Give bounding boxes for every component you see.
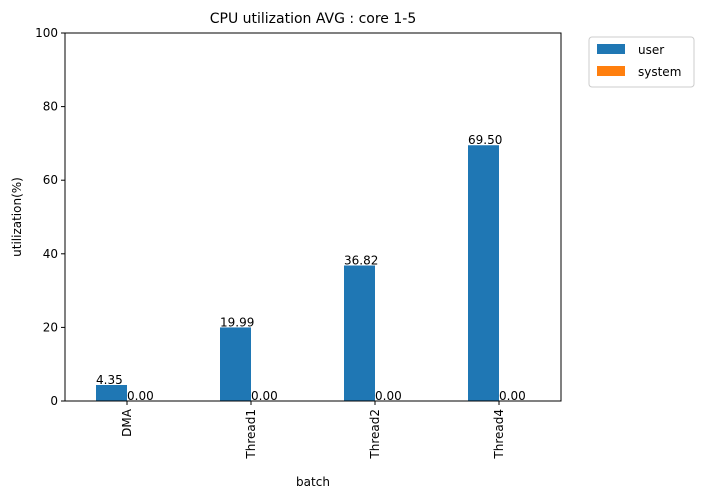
bar-value-label: 0.00 <box>375 389 402 403</box>
x-tick-label: Thread1 <box>244 409 258 460</box>
plot-area-frame <box>64 32 562 402</box>
bar-user <box>220 327 251 401</box>
bar-user <box>96 384 127 401</box>
x-tick-label: Thread4 <box>492 409 506 460</box>
bar-value-label: 0.00 <box>251 389 278 403</box>
legend-swatch-system <box>597 66 625 76</box>
bars-group <box>96 145 499 401</box>
x-tick-label: Thread2 <box>368 409 382 460</box>
bar-value-label: 69.50 <box>468 133 502 147</box>
y-tick-label: 100 <box>35 26 58 40</box>
legend-label-system: system <box>638 65 681 79</box>
bar-labels-group: 4.35 0.00 19.99 0.00 36.82 0.00 69.50 0.00 <box>96 133 526 403</box>
x-axis: DMA Thread1 Thread2 Thread4 <box>120 401 506 460</box>
y-tick-label: 80 <box>43 100 58 114</box>
x-axis-label: batch <box>296 475 330 489</box>
chart-title: CPU utilization AVG : core 1-5 <box>210 11 417 27</box>
bar-value-label: 4.35 <box>96 373 123 387</box>
bar-value-label: 0.00 <box>127 389 154 403</box>
legend-label-user: user <box>638 43 664 57</box>
legend-swatch-user <box>597 44 625 54</box>
legend: user system <box>588 36 695 88</box>
y-tick-label: 40 <box>43 247 58 261</box>
bar-user <box>344 265 375 401</box>
bar-value-label: 0.00 <box>499 389 526 403</box>
y-tick-label: 20 <box>43 320 58 334</box>
bar-value-label: 36.82 <box>344 254 378 268</box>
y-tick-label: 60 <box>43 173 58 187</box>
bar-value-label: 19.99 <box>220 315 254 329</box>
y-tick-label: 0 <box>50 394 58 408</box>
x-tick-label: DMA <box>120 408 134 437</box>
bar-user <box>468 145 499 401</box>
y-axis: 0 20 40 60 80 100 <box>35 26 65 408</box>
y-axis-label: utilization(%) <box>10 177 24 257</box>
